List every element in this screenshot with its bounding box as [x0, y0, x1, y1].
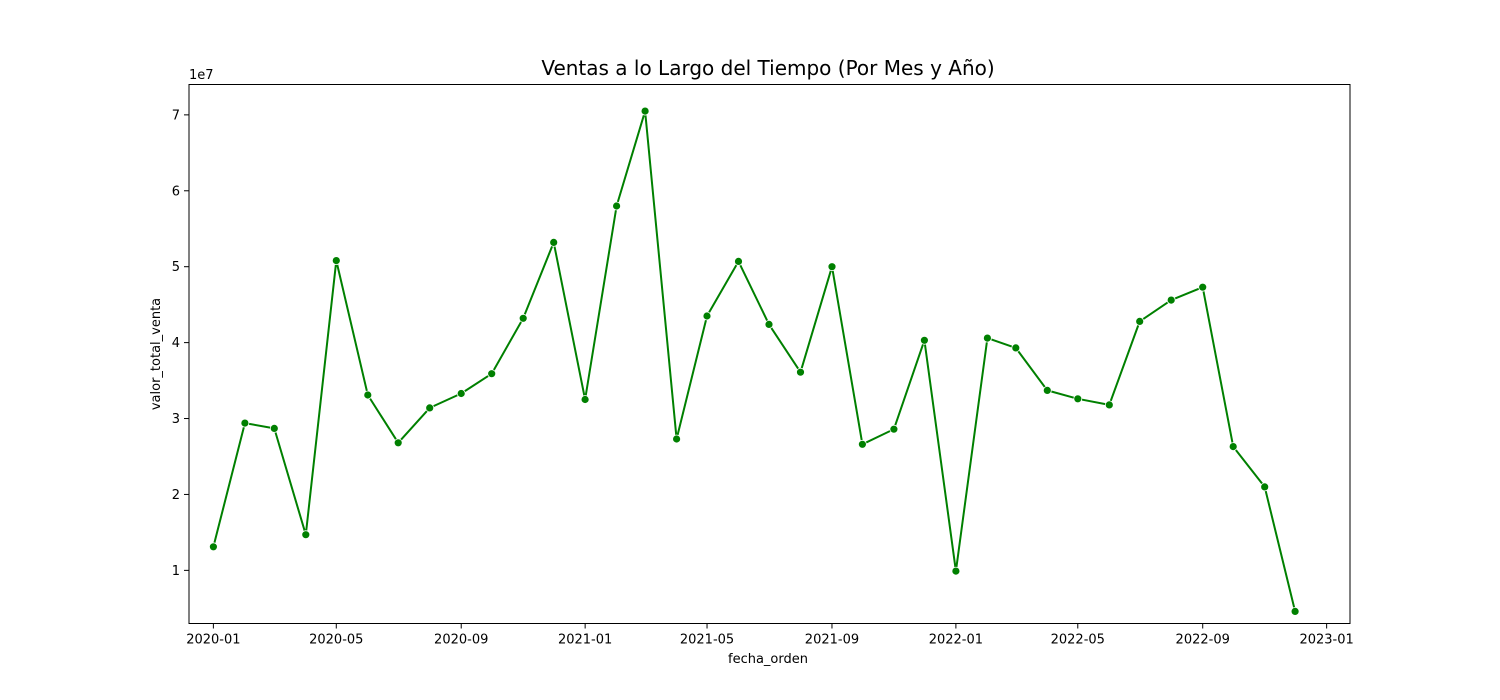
data-point-2022-02-01 — [983, 333, 992, 343]
y-tick-label: 3 — [172, 412, 180, 427]
x-axis-label: fecha_orden — [728, 652, 808, 667]
data-point-2021-02-01 — [612, 201, 621, 211]
x-tick-label: 2022-01 — [929, 633, 983, 648]
y-axis-label: valor_total_venta — [149, 298, 164, 410]
data-point-2022-03-01 — [1011, 343, 1021, 353]
chart-title: Ventas a lo Largo del Tiempo (Por Mes y … — [541, 56, 994, 80]
plot-frame — [188, 84, 1351, 624]
data-point-2021-08-01 — [796, 367, 805, 377]
data-point-2021-07-01 — [764, 319, 774, 329]
data-point-2022-01-01 — [951, 566, 961, 576]
x-tick-label: 2023-01 — [1299, 633, 1353, 648]
y-tick-label: 1 — [172, 564, 180, 579]
y-tick-label: 6 — [172, 184, 180, 199]
data-point-2020-06-01 — [363, 390, 373, 400]
y-offset-label: 1e7 — [189, 68, 214, 83]
data-point-2022-06-01 — [1104, 400, 1114, 410]
x-tick-label: 2022-09 — [1176, 633, 1230, 648]
data-point-2022-05-01 — [1073, 394, 1083, 404]
data-point-2020-11-01 — [518, 313, 528, 323]
data-point-2020-01-01 — [208, 542, 218, 552]
x-tick-label: 2020-01 — [186, 633, 240, 648]
data-point-2021-12-01 — [920, 335, 929, 345]
y-tick-label: 7 — [172, 108, 180, 123]
y-tick-label: 2 — [172, 488, 180, 503]
data-point-2022-09-01 — [1198, 282, 1208, 292]
data-point-2021-03-01 — [640, 106, 650, 116]
x-tick-label: 2022-05 — [1051, 633, 1105, 648]
data-point-2021-09-01 — [827, 262, 837, 272]
data-point-2021-04-01 — [672, 434, 681, 444]
data-point-2021-06-01 — [734, 256, 743, 266]
data-point-2020-05-01 — [331, 256, 341, 266]
x-tick-label: 2021-05 — [680, 633, 734, 648]
data-point-2022-10-01 — [1228, 442, 1238, 452]
data-point-2020-10-01 — [487, 369, 497, 379]
data-point-2021-05-01 — [702, 311, 712, 321]
data-point-2021-10-01 — [858, 439, 867, 449]
y-tick-label: 4 — [172, 336, 180, 351]
data-point-2021-11-01 — [889, 424, 899, 434]
plot-area — [208, 106, 1300, 616]
data-point-2022-07-01 — [1135, 316, 1145, 326]
x-tick-label: 2020-09 — [434, 633, 488, 648]
data-point-2022-08-01 — [1166, 295, 1176, 305]
x-tick-label: 2020-05 — [309, 633, 363, 648]
y-tick-label: 5 — [172, 260, 180, 275]
data-point-2020-03-01 — [269, 423, 279, 433]
x-tick-label: 2021-09 — [805, 633, 859, 648]
data-point-2020-07-01 — [393, 438, 403, 448]
data-point-2022-11-01 — [1260, 482, 1270, 492]
data-point-2020-08-01 — [425, 403, 435, 413]
x-axis: 2020-01 2020-05 2020-09 2021-01 2021-05 2021-… — [186, 623, 1354, 648]
data-point-2020-09-01 — [456, 389, 466, 398]
data-point-2021-01-01 — [580, 395, 590, 404]
data-point-2020-02-01 — [240, 418, 250, 428]
data-point-2020-12-01 — [549, 237, 559, 247]
data-point-2022-12-01 — [1290, 607, 1300, 616]
x-tick-label: 2021-01 — [558, 633, 612, 648]
series-line — [212, 110, 1297, 612]
data-point-2020-04-01 — [301, 530, 311, 540]
y-axis: 1 2 3 4 5 6 7 — [172, 108, 189, 579]
data-point-2022-04-01 — [1042, 385, 1052, 395]
